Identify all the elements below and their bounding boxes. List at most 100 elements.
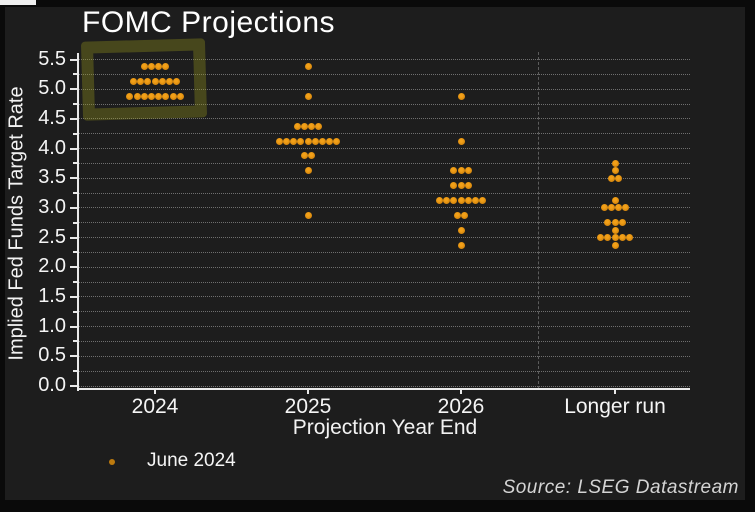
y-major-tick bbox=[70, 117, 78, 120]
y-major-tick bbox=[70, 177, 78, 180]
gridline bbox=[78, 266, 690, 268]
y-tick-label: 2.5 bbox=[38, 225, 66, 248]
y-minor-tick bbox=[73, 103, 78, 106]
projection-dot bbox=[600, 204, 608, 212]
legend-dot-icon bbox=[109, 459, 115, 465]
y-tick-label: 0.5 bbox=[38, 344, 66, 367]
gridline bbox=[78, 222, 690, 224]
y-minor-tick bbox=[73, 370, 78, 373]
y-major-tick bbox=[70, 295, 78, 298]
projection-dot bbox=[464, 196, 472, 204]
projection-dot bbox=[597, 234, 605, 242]
y-tick-label: 4.5 bbox=[38, 106, 66, 129]
projection-dot bbox=[607, 204, 615, 212]
projection-dot bbox=[304, 211, 312, 219]
projection-dot bbox=[169, 93, 177, 101]
x-tick bbox=[154, 389, 156, 394]
y-tick-label: 3.5 bbox=[38, 166, 66, 189]
projection-dot bbox=[133, 93, 141, 101]
gridline bbox=[78, 296, 690, 298]
projection-dot bbox=[457, 137, 465, 145]
projection-dot bbox=[453, 211, 461, 219]
x-tick-label: Longer run bbox=[564, 395, 666, 418]
gridline bbox=[78, 118, 690, 120]
projection-dot bbox=[147, 93, 155, 101]
gridline bbox=[78, 148, 690, 150]
projection-dot bbox=[615, 174, 623, 182]
gridline bbox=[78, 177, 690, 179]
projection-dot bbox=[471, 196, 479, 204]
projection-dot bbox=[275, 137, 283, 145]
y-tick-label: 2.0 bbox=[38, 255, 66, 278]
projection-dot bbox=[622, 204, 630, 212]
projection-dot bbox=[311, 137, 319, 145]
projection-dot bbox=[435, 196, 443, 204]
y-tick-label: 1.0 bbox=[38, 314, 66, 337]
y-minor-tick bbox=[73, 281, 78, 284]
x-tick-label: 2024 bbox=[131, 395, 179, 418]
projection-dot bbox=[457, 196, 465, 204]
y-minor-tick bbox=[73, 132, 78, 135]
y-axis-line bbox=[77, 53, 79, 391]
projection-dot bbox=[304, 137, 312, 145]
projection-dot bbox=[173, 78, 181, 86]
gridline bbox=[78, 251, 690, 253]
projection-dot bbox=[604, 219, 612, 227]
x-axis-line bbox=[77, 388, 690, 390]
projection-dot bbox=[137, 78, 145, 86]
y-minor-tick bbox=[73, 340, 78, 343]
gridline bbox=[78, 340, 690, 342]
gridline bbox=[78, 192, 690, 194]
projection-dot bbox=[158, 78, 166, 86]
longer-run-separator bbox=[538, 52, 539, 389]
projection-dot bbox=[318, 137, 326, 145]
gridline bbox=[78, 207, 690, 209]
x-tick bbox=[460, 389, 462, 394]
x-tick bbox=[307, 389, 309, 394]
projection-dot bbox=[162, 63, 170, 71]
projection-dot bbox=[176, 93, 184, 101]
projection-dot bbox=[611, 159, 619, 167]
projection-dot bbox=[457, 226, 465, 234]
projection-dot bbox=[450, 182, 458, 190]
projection-dot bbox=[126, 93, 134, 101]
projection-dot bbox=[611, 226, 619, 234]
projection-dot bbox=[457, 167, 465, 175]
projection-dot bbox=[450, 167, 458, 175]
projection-dot bbox=[615, 204, 623, 212]
y-tick-label: 3.0 bbox=[38, 195, 66, 218]
projection-dot bbox=[625, 234, 633, 242]
gridline bbox=[78, 133, 690, 135]
legend-series-label: June 2024 bbox=[147, 450, 236, 471]
projection-dot bbox=[297, 137, 305, 145]
y-minor-tick bbox=[73, 310, 78, 313]
gridline bbox=[78, 88, 690, 90]
projection-dot bbox=[461, 211, 469, 219]
projection-dot bbox=[129, 78, 137, 86]
y-tick-label: 1.5 bbox=[38, 284, 66, 307]
projection-dot bbox=[304, 93, 312, 101]
legend: June 2024 bbox=[100, 450, 320, 476]
gridline bbox=[78, 370, 690, 372]
projection-dot bbox=[457, 241, 465, 249]
y-minor-tick bbox=[73, 192, 78, 195]
projection-dot bbox=[611, 196, 619, 204]
projection-dot bbox=[293, 122, 301, 130]
projection-dot bbox=[140, 93, 148, 101]
projection-dot bbox=[333, 137, 341, 145]
projection-dot bbox=[144, 78, 152, 86]
projection-dot bbox=[618, 234, 626, 242]
projection-dot bbox=[611, 219, 619, 227]
y-minor-tick bbox=[73, 221, 78, 224]
projection-dot bbox=[611, 234, 619, 242]
projection-dot bbox=[464, 167, 472, 175]
projection-dot bbox=[479, 196, 487, 204]
projection-dot bbox=[155, 63, 163, 71]
projection-dot bbox=[165, 78, 173, 86]
x-tick bbox=[614, 389, 616, 394]
projection-dot bbox=[604, 234, 612, 242]
projection-dot bbox=[290, 137, 298, 145]
projection-dot bbox=[315, 122, 323, 130]
projection-dot bbox=[457, 182, 465, 190]
